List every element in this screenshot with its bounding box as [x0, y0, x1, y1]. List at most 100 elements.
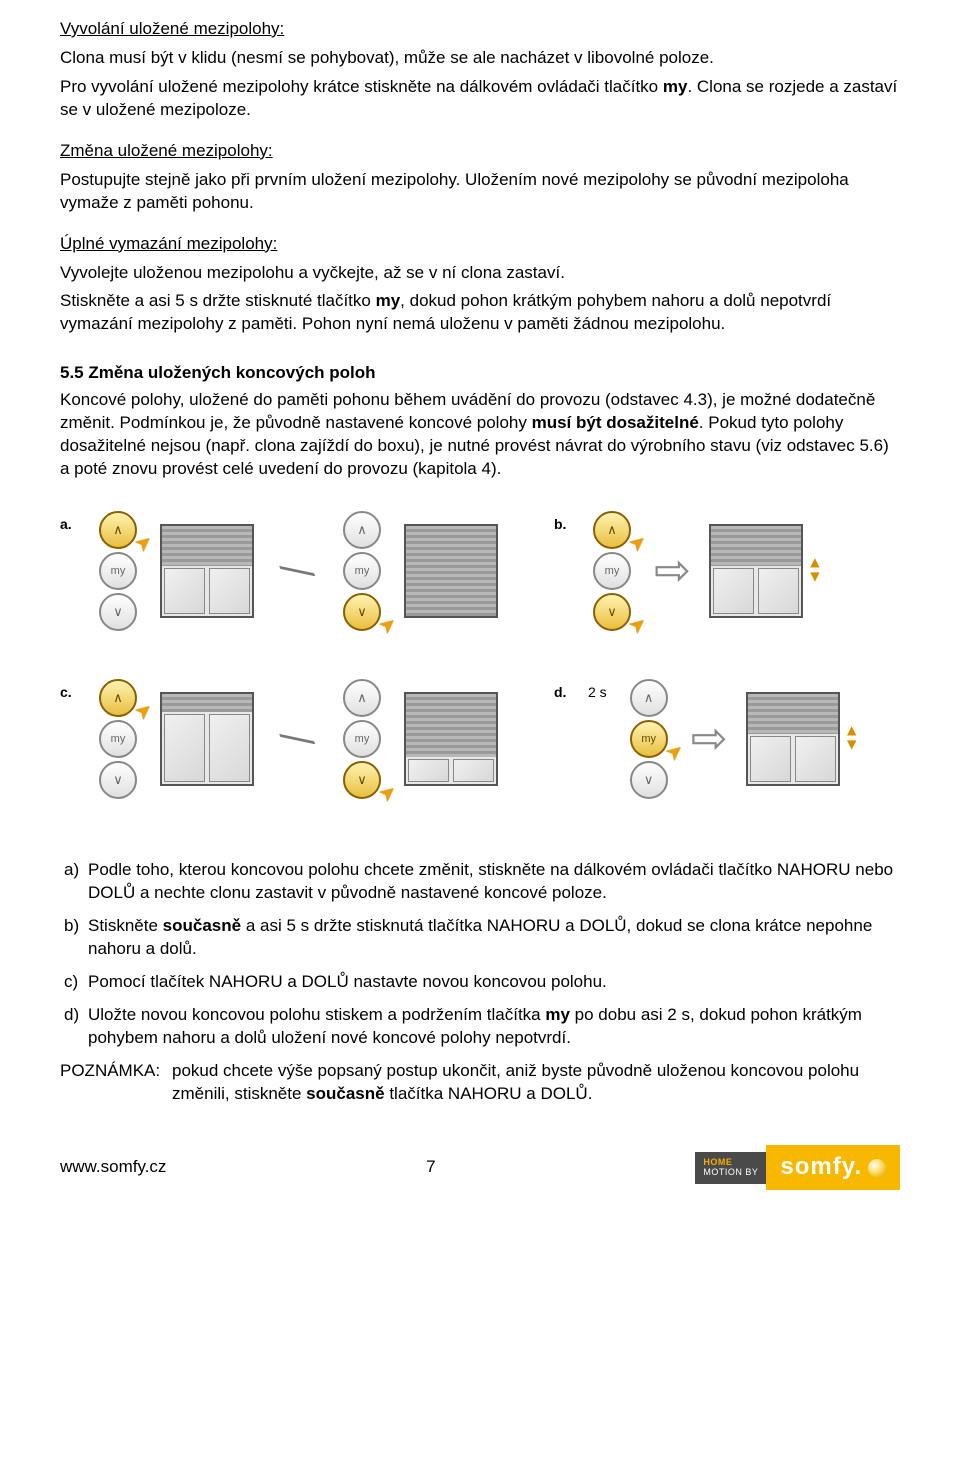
jog-arrows-icon: ▲▼ [807, 557, 823, 586]
footer-logo: HOME MOTION BY somfy. [695, 1145, 900, 1189]
panel-label-b: b. [554, 515, 570, 534]
remote-up-button: ∧ [343, 679, 381, 717]
note: POZNÁMKA: pokud chcete výše popsaný post… [60, 1060, 900, 1106]
step-d: d)Uložte novou koncovou polohu stiskem a… [60, 1004, 900, 1050]
home-motion-badge: HOME MOTION BY [695, 1152, 766, 1184]
step-label: d) [64, 1004, 88, 1027]
remote-down-button: ∨ [630, 761, 668, 799]
diagram-row-1: a. ∧➤ my ∨ ∕ ∧ my ∨➤ b. [60, 511, 900, 631]
step-label: a) [64, 859, 88, 882]
remote-up-button: ∧➤ [99, 679, 137, 717]
step-b: b)Stiskněte současně a asi 5 s držte sti… [60, 915, 900, 961]
remote-a2: ∧ my ∨➤ [338, 511, 386, 631]
heading-change: Změna uložené mezipolohy: [60, 140, 900, 163]
note-text: pokud chcete výše popsaný postup ukončit… [172, 1060, 900, 1106]
sun-icon [868, 1159, 886, 1177]
remote-my-button: my [343, 720, 381, 758]
step-a: a)Podle toho, kterou koncovou polohu chc… [60, 859, 900, 905]
cursor-icon: ➤ [374, 778, 404, 809]
shutter-icon: ▲▼ [746, 692, 840, 786]
t-bold: my [376, 291, 401, 310]
heading-erase: Úplné vymazání mezipolohy: [60, 233, 900, 256]
diagram-row-2: c. ∧➤ my ∨ ∕ ∧ my ∨➤ d. 2 s [60, 679, 900, 799]
cursor-icon: ➤ [130, 696, 160, 727]
cursor-icon: ➤ [624, 528, 654, 559]
footer-page-number: 7 [426, 1156, 435, 1179]
step-label: b) [64, 915, 88, 938]
t-bold: my [545, 1005, 570, 1024]
text-erase-1: Vyvolejte uloženou mezipolohu a vyčkejte… [60, 262, 900, 285]
remote-my-button: my [99, 720, 137, 758]
remote-down-button: ∨ [99, 761, 137, 799]
remote-a1: ∧➤ my ∨ [94, 511, 142, 631]
heading-recall: Vyvolání uložené mezipolohy: [60, 18, 900, 41]
panel-label-c: c. [60, 683, 76, 702]
shutter-window [406, 757, 496, 784]
cursor-icon: ➤ [624, 610, 654, 641]
remote-down-button: ∨➤ [593, 593, 631, 631]
shutter-slats [406, 526, 496, 616]
remote-c1: ∧➤ my ∨ [94, 679, 142, 799]
text-5-5: Koncové polohy, uložené do paměti pohonu… [60, 389, 900, 481]
cursor-icon: ➤ [130, 528, 160, 559]
shutter-window [711, 566, 801, 616]
jog-arrows-icon: ▲▼ [844, 725, 860, 754]
cursor-icon: ➤ [660, 737, 690, 768]
step-text: Pomocí tlačítek NAHORU a DOLŮ nastavte n… [88, 972, 607, 991]
remote-b: ∧➤ my ∨➤ [588, 511, 636, 631]
remote-up-button: ∧ [630, 679, 668, 717]
t-bold: současně [163, 916, 241, 935]
text-change: Postupujte stejně jako při prvním uložen… [60, 169, 900, 215]
footer-url: www.somfy.cz [60, 1156, 166, 1179]
footer: www.somfy.cz 7 HOME MOTION BY somfy. [0, 1145, 960, 1203]
step-c: c)Pomocí tlačítek NAHORU a DOLŮ nastavte… [60, 971, 900, 994]
remote-d: ∧ my➤ ∨ [625, 679, 673, 799]
step-label: c) [64, 971, 88, 994]
heading-5-5: 5.5 Změna uložených koncových poloh [60, 362, 900, 385]
brand-text: somfy. [780, 1151, 862, 1183]
remote-up-button: ∧➤ [99, 511, 137, 549]
remote-c2: ∧ my ∨➤ [338, 679, 386, 799]
page-content: Vyvolání uložené mezipolohy: Clona musí … [0, 0, 960, 1105]
shutter-slats [162, 694, 252, 712]
t: tlačítka NAHORU a DOLŮ. [385, 1084, 593, 1103]
shutter-icon [404, 692, 498, 786]
t-bold: musí být dosažitelné [532, 413, 699, 432]
remote-up-button: ∧➤ [593, 511, 631, 549]
t-bold: my [663, 77, 688, 96]
time-label-d: 2 s [588, 683, 607, 702]
note-label: POZNÁMKA: [60, 1060, 172, 1106]
panel-label-a: a. [60, 515, 76, 534]
shutter-slats [711, 526, 801, 566]
remote-up-button: ∧ [343, 511, 381, 549]
shutter-window [748, 734, 838, 784]
diagram-area: a. ∧➤ my ∨ ∕ ∧ my ∨➤ b. [60, 511, 900, 799]
text-erase-2: Stiskněte a asi 5 s držte stisknuté tlač… [60, 290, 900, 336]
text-recall-2: Pro vyvolání uložené mezipolohy krátce s… [60, 76, 900, 122]
text-recall-1: Clona musí být v klidu (nesmí se pohybov… [60, 47, 900, 70]
t: MOTION BY [703, 1168, 758, 1178]
t: Stiskněte a asi 5 s držte stisknuté tlač… [60, 291, 376, 310]
arrow-right-icon: ⇨ [654, 541, 691, 600]
remote-my-button: my [343, 552, 381, 590]
shutter-slats [406, 694, 496, 757]
t: Pro vyvolání uložené mezipolohy krátce s… [60, 77, 663, 96]
cursor-icon: ➤ [374, 610, 404, 641]
remote-my-button: my [99, 552, 137, 590]
step-text: Podle toho, kterou koncovou polohu chcet… [88, 860, 893, 902]
shutter-slats [748, 694, 838, 734]
shutter-icon [404, 524, 498, 618]
remote-my-button: my➤ [630, 720, 668, 758]
remote-my-button: my [593, 552, 631, 590]
arrow-right-icon: ⇨ [691, 709, 728, 768]
remote-down-button: ∨ [99, 593, 137, 631]
remote-down-button: ∨➤ [343, 593, 381, 631]
t-bold: současně [306, 1084, 384, 1103]
t: Stiskněte [88, 916, 163, 935]
t: Uložte novou koncovou polohu stiskem a p… [88, 1005, 545, 1024]
panel-label-d: d. [554, 683, 570, 702]
somfy-logo: somfy. [766, 1145, 900, 1189]
shutter-icon: ▲▼ [709, 524, 803, 618]
remote-down-button: ∨➤ [343, 761, 381, 799]
shutter-slats [162, 526, 252, 566]
